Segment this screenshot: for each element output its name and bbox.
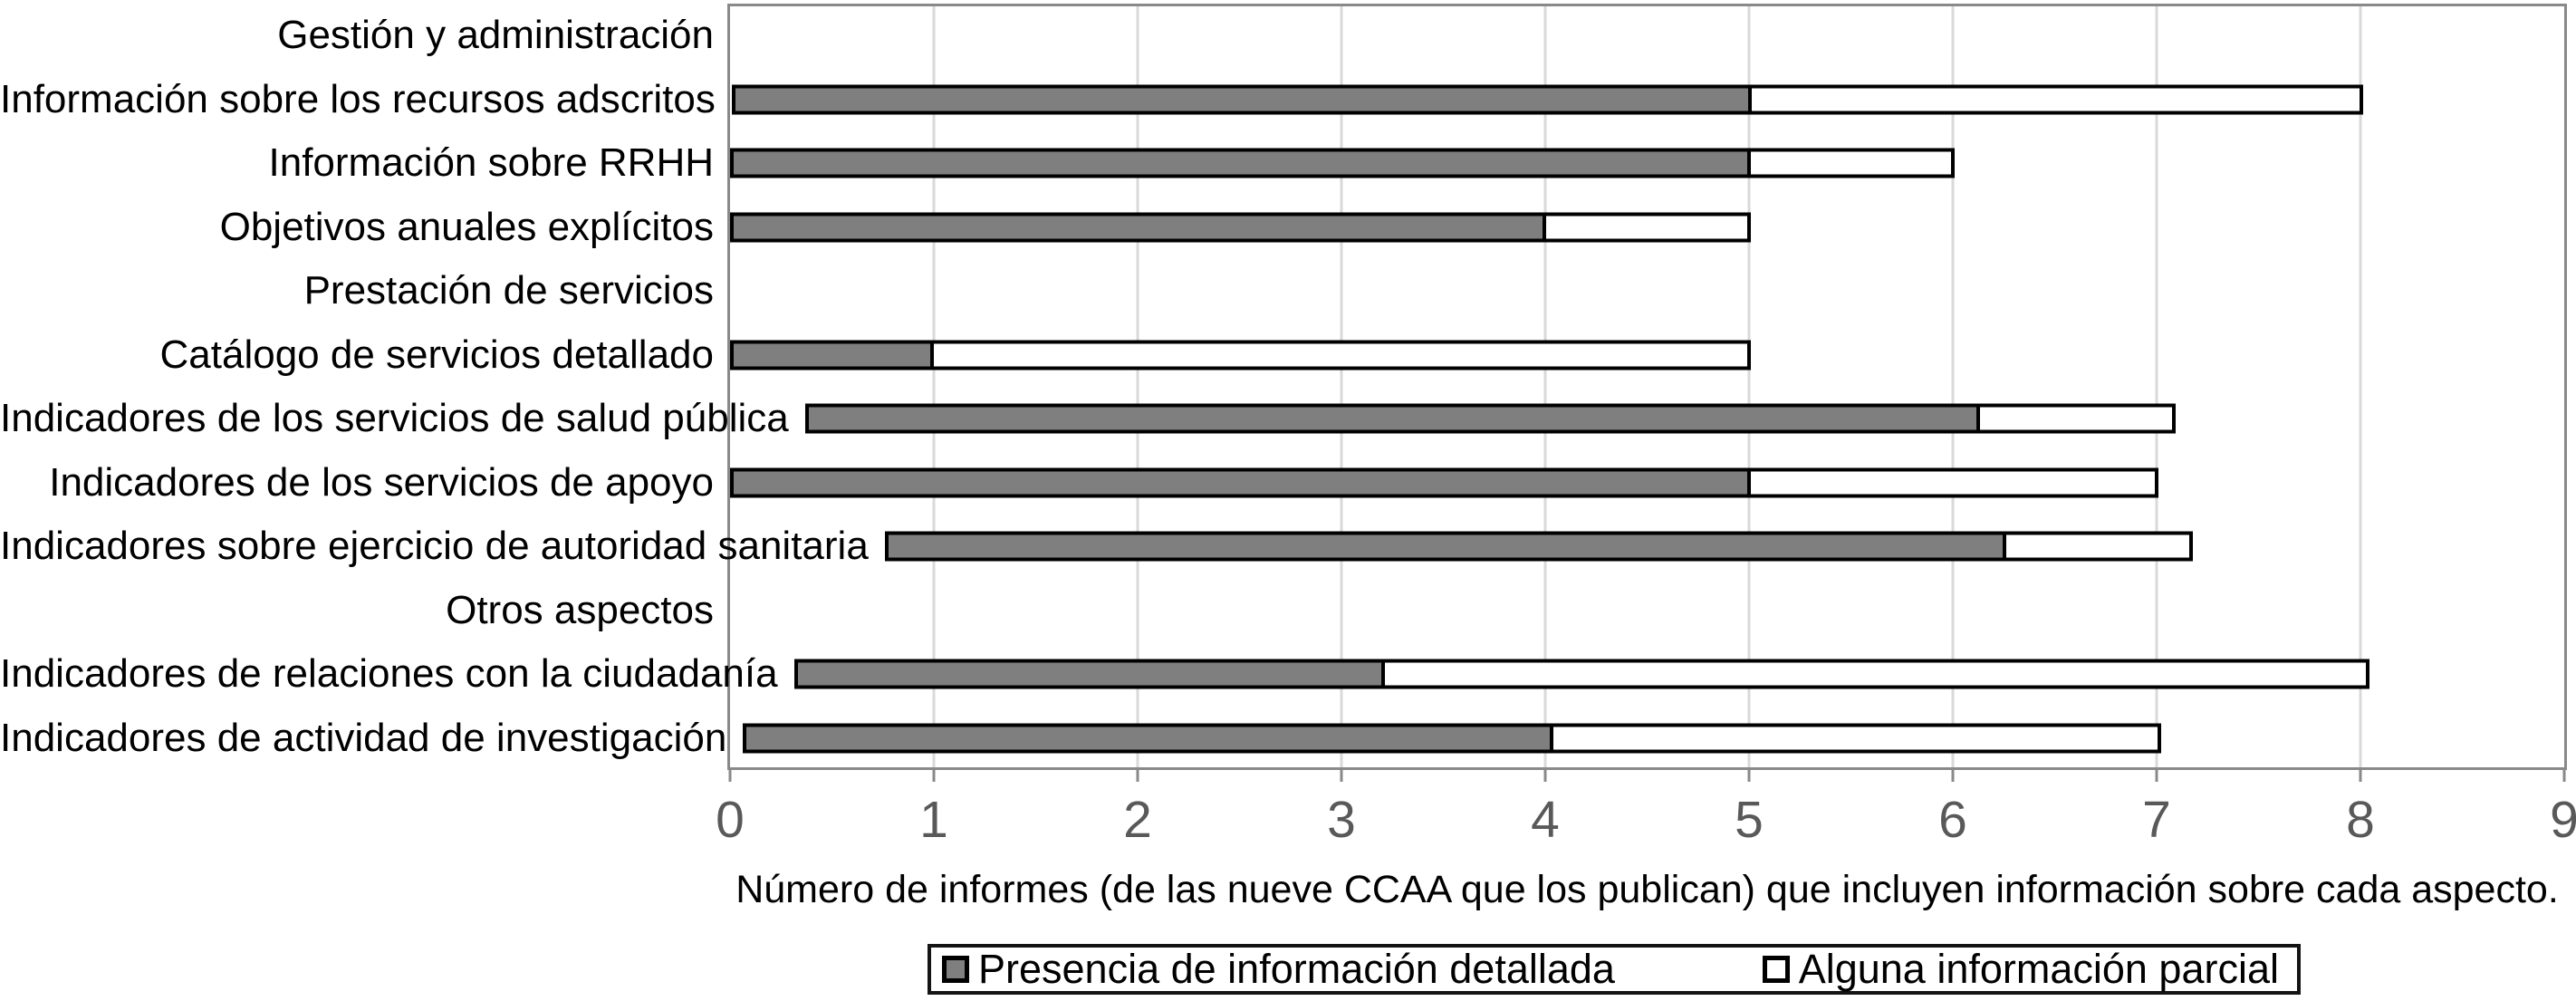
chart-rows: Gestión y administración Información sobr…	[0, 4, 2567, 770]
plot-area	[727, 4, 2567, 770]
bar-track	[730, 4, 2567, 68]
x-tick-label: 0	[716, 791, 745, 849]
gridline-x-7	[2155, 6, 2158, 767]
category-label: Prestación de servicios	[303, 268, 714, 313]
bar-segment-detailed	[730, 212, 1547, 243]
x-tick-label: 8	[2346, 791, 2375, 849]
category-label: Información sobre los recursos adscritos	[0, 76, 716, 121]
bar-track	[730, 259, 2567, 323]
category-label: Catálogo de servicios detallado	[159, 332, 715, 377]
gridline-x-4	[1543, 6, 1547, 767]
bar-segment-partial	[1543, 212, 1751, 243]
gridline-x-1	[932, 6, 936, 767]
gridline-x-6	[1951, 6, 1955, 767]
bar-track	[730, 579, 2567, 643]
bar-track	[730, 451, 2567, 515]
gridline-x-8	[2359, 6, 2362, 767]
bar-track	[731, 68, 2567, 132]
legend-swatch-detailed-icon	[942, 956, 969, 983]
legend-label-partial: Alguna información parcial	[1798, 946, 2279, 992]
bar-segment-detailed	[804, 403, 1980, 434]
bar-segment-partial	[1746, 148, 1955, 178]
x-tick-label: 5	[1735, 791, 1764, 849]
x-tick-mark	[932, 770, 936, 782]
x-tick-mark	[1136, 770, 1139, 782]
x-tick-mark	[1543, 770, 1547, 782]
x-tick-label: 4	[1531, 791, 1560, 849]
bar-track	[730, 323, 2567, 388]
category-label: Gestión y administración	[277, 13, 714, 58]
x-tick-mark	[2562, 770, 2566, 782]
bar-segment-partial	[1746, 467, 2159, 498]
table-row: Indicadores de relaciones con la ciudada…	[0, 642, 2567, 707]
category-label: Objetivos anuales explícitos	[219, 204, 714, 249]
x-tick-label: 2	[1123, 791, 1152, 849]
legend-entry-partial: Alguna información parcial	[1762, 946, 2279, 993]
bar-segment-detailed	[730, 340, 935, 371]
category-label: Indicadores de actividad de investigació…	[0, 715, 727, 760]
table-row: Otros aspectos	[0, 579, 2567, 643]
table-row: Gestión y administración	[0, 4, 2567, 68]
legend-entry-detailed: Presencia de información detallada	[942, 946, 1615, 993]
x-tick-label: 1	[919, 791, 948, 849]
table-row: Prestación de servicios	[0, 259, 2567, 323]
table-row: Indicadores de los servicios de salud pú…	[0, 387, 2567, 451]
x-axis-title: Número de informes (de las nueve CCAA qu…	[735, 868, 2559, 911]
table-row: Información sobre RRHH	[0, 131, 2567, 196]
table-row: Información sobre los recursos adscritos	[0, 68, 2567, 132]
bar-segment-detailed	[793, 659, 1386, 689]
x-tick-label: 3	[1327, 791, 1356, 849]
category-label: Indicadores sobre ejercicio de autoridad…	[0, 524, 869, 569]
legend: Presencia de información detallada Algun…	[928, 944, 2301, 995]
x-tick-label: 7	[2142, 791, 2171, 849]
x-tick-mark	[1340, 770, 1343, 782]
bar-segment-partial	[1747, 84, 2363, 115]
gridline-x-5	[1747, 6, 1751, 767]
category-label: Otros aspectos	[446, 587, 714, 632]
bar-segment-detailed	[731, 84, 1752, 115]
table-row: Objetivos anuales explícitos	[0, 196, 2567, 260]
bar-track	[730, 131, 2567, 196]
table-row: Indicadores de actividad de investigació…	[0, 707, 2567, 771]
table-row: Indicadores sobre ejercicio de autoridad…	[0, 515, 2567, 579]
bar-segment-detailed	[743, 723, 1554, 754]
x-tick-mark	[728, 770, 732, 782]
gridline-x-3	[1340, 6, 1343, 767]
category-label: Indicadores de los servicios de salud pú…	[0, 396, 789, 441]
bar-track	[804, 387, 2567, 451]
bar-segment-detailed	[884, 531, 2006, 562]
table-row: Indicadores de los servicios de apoyo	[0, 451, 2567, 515]
bar-track	[793, 642, 2567, 707]
bar-segment-partial	[1381, 659, 2370, 689]
x-tick-label: 9	[2550, 791, 2576, 849]
category-label: Información sobre RRHH	[268, 140, 715, 186]
bar-segment-partial	[1975, 403, 2176, 434]
x-tick-mark	[2359, 770, 2362, 782]
gridline-x-2	[1136, 6, 1139, 767]
bar-segment-detailed	[730, 148, 1751, 178]
x-tick-mark	[1747, 770, 1751, 782]
table-row: Catálogo de servicios detallado	[0, 323, 2567, 388]
x-tick-label: 6	[1938, 791, 1967, 849]
legend-label-detailed: Presencia de información detallada	[978, 946, 1615, 992]
bar-track	[730, 196, 2567, 260]
category-label: Indicadores de relaciones con la ciudada…	[0, 651, 778, 697]
category-label: Indicadores de los servicios de apoyo	[49, 459, 714, 505]
bar-segment-partial	[2002, 531, 2194, 562]
bar-track	[884, 515, 2567, 579]
x-tick-mark	[2155, 770, 2158, 782]
bar-track	[743, 707, 2567, 771]
legend-swatch-partial-icon	[1762, 956, 1790, 983]
bar-segment-detailed	[730, 467, 1751, 498]
bar-segment-partial	[930, 340, 1751, 371]
bar-segment-partial	[1550, 723, 2162, 754]
x-tick-mark	[1951, 770, 1955, 782]
